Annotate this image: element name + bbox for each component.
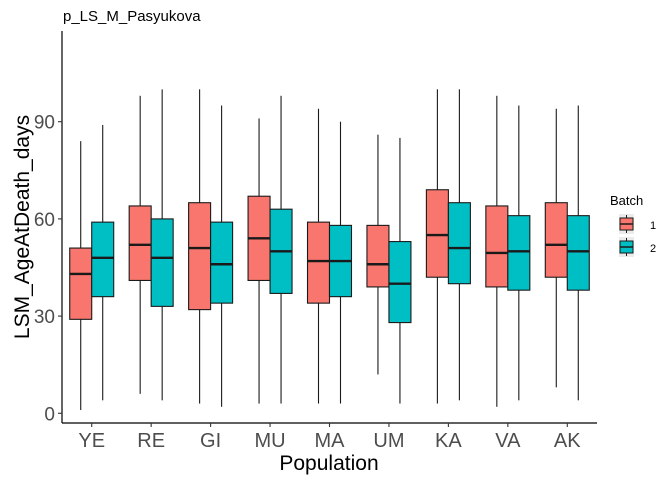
- x-tick-label: RE: [137, 430, 165, 452]
- x-tick-label: UM: [373, 430, 404, 452]
- box-re-batch-2: [150, 89, 174, 401]
- box-va-batch-1: [485, 95, 509, 407]
- box-body: [150, 218, 174, 307]
- legend: Batch 1 2: [610, 193, 656, 257]
- box-ma-batch-2: [328, 121, 353, 404]
- y-tick-label: 0: [44, 404, 55, 425]
- x-tick-label: MU: [255, 430, 286, 452]
- box-body: [91, 221, 115, 298]
- box-re-batch-1: [128, 95, 152, 394]
- box-body: [210, 221, 234, 304]
- legend-label-2: 2: [650, 243, 656, 255]
- y-axis-title: LSM_AgeAtDeath_days: [11, 115, 34, 339]
- x-axis-title: Population: [279, 452, 378, 475]
- x-tick-label: VA: [495, 430, 521, 452]
- box-ka-batch-1: [425, 89, 449, 404]
- plot-area: [69, 89, 590, 411]
- box-um-batch-2: [388, 137, 412, 404]
- box-body: [566, 215, 590, 291]
- x-tick-label: YE: [78, 430, 105, 452]
- x-tick-label: AK: [554, 430, 581, 452]
- y-tick-label: 60: [34, 210, 55, 231]
- box-body: [447, 202, 471, 285]
- box-body: [188, 202, 212, 311]
- box-body: [306, 221, 331, 304]
- box-ka-batch-2: [447, 89, 471, 401]
- box-body: [485, 205, 509, 288]
- box-body: [69, 247, 93, 320]
- x-tick-label: KA: [435, 430, 462, 452]
- box-um-batch-1: [366, 134, 390, 375]
- box-ye-batch-1: [69, 141, 93, 411]
- box-body: [388, 241, 412, 324]
- box-body: [425, 189, 449, 278]
- box-body: [507, 215, 531, 291]
- box-ye-batch-2: [91, 124, 115, 401]
- y-axis-ticks: 0 30 60 90: [34, 113, 62, 425]
- box-body: [128, 205, 152, 282]
- box-va-batch-2: [507, 105, 531, 401]
- box-mu-batch-2: [269, 95, 293, 404]
- x-tick-label: GI: [200, 430, 221, 452]
- legend-label-1: 1: [650, 220, 656, 232]
- box-ma-batch-1: [306, 108, 331, 404]
- box-body: [366, 224, 390, 288]
- box-ak-batch-2: [566, 105, 590, 401]
- y-tick-label: 90: [34, 113, 55, 134]
- box-ak-batch-1: [544, 108, 568, 388]
- chart-title: p_LS_M_Pasyukova: [63, 8, 201, 25]
- x-axis-ticks: YE RE GI MU MA UM KA VA AK: [78, 423, 581, 452]
- y-tick-label: 30: [34, 307, 55, 328]
- box-body: [544, 202, 568, 278]
- legend-title: Batch: [610, 193, 643, 208]
- box-gi-batch-1: [188, 89, 212, 404]
- box-gi-batch-2: [210, 105, 234, 407]
- x-tick-label: MA: [315, 430, 346, 452]
- box-mu-batch-1: [247, 118, 271, 404]
